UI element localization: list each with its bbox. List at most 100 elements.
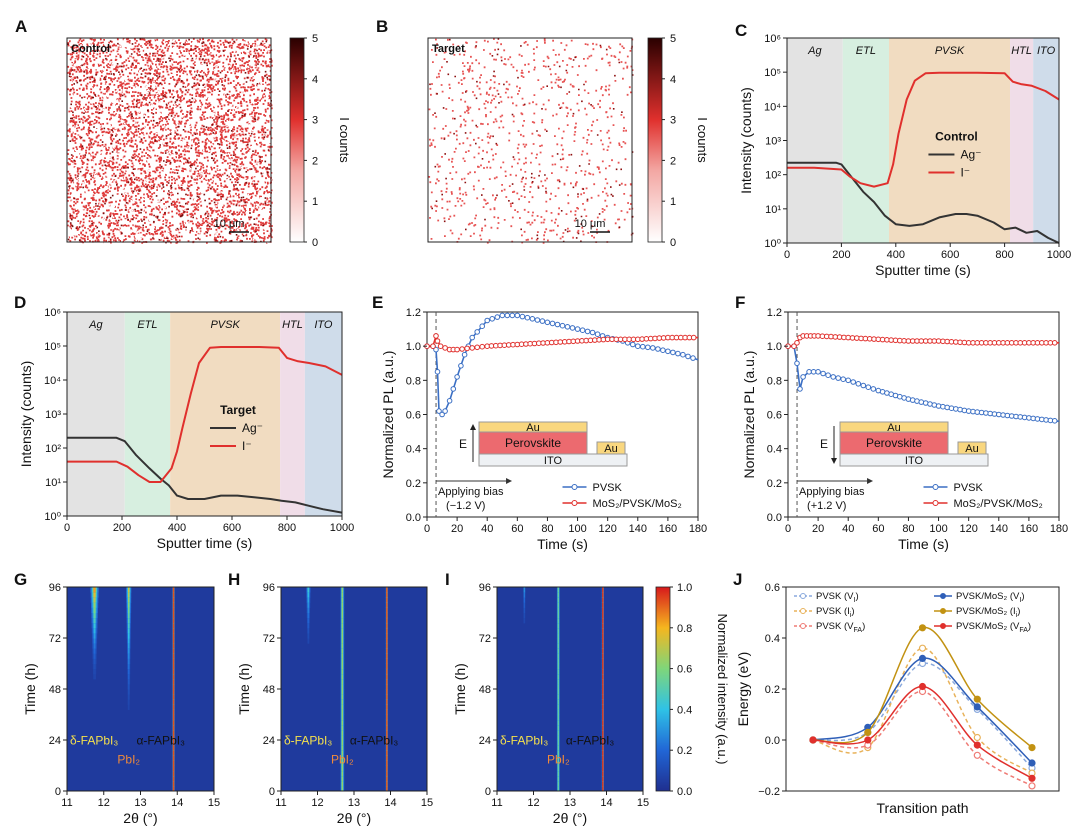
peak-band <box>602 765 604 772</box>
panel-label: E <box>372 293 383 312</box>
y-tick-label: 72 <box>49 633 61 645</box>
peak-band <box>557 714 560 721</box>
peak-band <box>602 770 604 777</box>
y-axis-label: Time (h) <box>22 663 38 715</box>
x-tick-label: 12 <box>98 797 110 809</box>
series-marker <box>442 408 448 414</box>
peak-band <box>341 780 344 787</box>
map-frame <box>66 37 272 243</box>
series-marker <box>685 353 691 360</box>
peak-band <box>341 745 344 751</box>
y-tick-label: 10⁵ <box>44 341 61 353</box>
legend-label-main: PVSK (I <box>816 606 850 617</box>
series-marker <box>534 317 541 323</box>
colorbar-tick-label: 0.8 <box>677 623 692 635</box>
peak-band <box>386 617 388 624</box>
legend-label: Ag⁻ <box>960 148 981 162</box>
peak-band <box>602 643 604 649</box>
colorbar-tick-label: 1 <box>670 196 676 208</box>
peak-band <box>602 678 604 685</box>
peak-band <box>602 780 604 787</box>
series-line <box>67 436 343 514</box>
y-tick-label: 0 <box>485 786 491 798</box>
x-axis-label: Sputter time (s) <box>875 262 971 278</box>
peak-band <box>557 622 560 629</box>
peak-band <box>386 627 388 634</box>
legend-marker <box>800 623 806 629</box>
peak-band <box>128 612 130 619</box>
peak-band <box>602 719 604 726</box>
series-marker <box>690 334 697 341</box>
peak-band <box>386 780 388 787</box>
peak-band <box>128 602 130 608</box>
x-tick-label: 40 <box>481 523 493 535</box>
x-tick-label: 100 <box>568 523 586 535</box>
colorbar-tick-label: 0 <box>670 237 676 249</box>
peak-band <box>341 724 344 731</box>
peak-band <box>341 587 344 593</box>
x-tick-label: 0 <box>64 522 70 534</box>
peak-band <box>128 638 130 644</box>
series-marker <box>454 346 460 353</box>
peak-band <box>557 612 560 619</box>
peak-band <box>557 678 560 685</box>
legend-label-sub: FA <box>1019 627 1028 634</box>
peak-band <box>602 653 604 659</box>
series-marker <box>944 404 951 411</box>
legend-label-main: PVSK/MoS₂ (V <box>956 621 1020 632</box>
peak-band <box>341 699 344 705</box>
series-marker <box>509 312 516 319</box>
peak-band <box>557 760 560 766</box>
y-tick-label: 0.0 <box>767 512 782 524</box>
peak-band <box>602 740 604 746</box>
x-tick-label: 600 <box>223 522 241 534</box>
series-marker <box>464 345 470 352</box>
peak-band <box>341 653 344 659</box>
x-tick-label: 40 <box>842 523 854 535</box>
peak-band <box>557 755 560 761</box>
x-tick-label: 60 <box>511 523 523 535</box>
x-tick-label: 14 <box>600 797 612 809</box>
series-marker <box>860 382 867 389</box>
legend-label: PVSK <box>593 482 623 494</box>
legend-label-sub: i <box>850 612 852 619</box>
layer-region <box>787 38 843 243</box>
peak-band <box>386 740 388 746</box>
peak-band <box>386 632 388 639</box>
heatmap-background <box>497 587 643 791</box>
x-tick-label: 140 <box>629 523 647 535</box>
layer-label: PVSK <box>935 45 965 57</box>
y-tick-label: 0.0 <box>765 735 780 747</box>
x-tick-label: 60 <box>872 523 884 535</box>
series-marker <box>434 338 441 344</box>
peak-band <box>386 658 388 664</box>
x-tick-label: 13 <box>134 797 146 809</box>
peak-band <box>557 704 560 710</box>
x-tick-label: 80 <box>541 523 553 535</box>
y-tick-label: 0.0 <box>406 512 421 524</box>
peak-band <box>172 587 175 593</box>
panel-label: I <box>445 570 450 589</box>
layer-region <box>842 38 889 243</box>
peak-band <box>307 602 310 608</box>
peak-band <box>128 694 130 700</box>
colorbar-label: I counts <box>695 117 710 163</box>
colorbar-tick-label: 3 <box>312 115 318 127</box>
inset-perovskite-label: Perovskite <box>866 436 922 450</box>
bias-arrow-head <box>506 478 513 484</box>
x-axis-label: Time (s) <box>898 536 949 552</box>
peak-band <box>172 724 175 731</box>
peak-band <box>557 607 560 613</box>
series-marker <box>544 319 551 326</box>
peak-band <box>93 612 96 619</box>
peak-band <box>602 785 604 792</box>
peak-band <box>172 622 175 629</box>
phase-label-pbi2: PbI₂ <box>547 752 570 766</box>
legend-label: PVSK/MoS₂ (VI) <box>956 591 1024 604</box>
x-tick-label: 1000 <box>1047 249 1071 261</box>
peak-band <box>172 729 175 736</box>
peak-band <box>602 729 604 736</box>
peak-band <box>341 607 344 613</box>
series-marker <box>918 644 927 652</box>
y-tick-label: 24 <box>263 735 275 747</box>
